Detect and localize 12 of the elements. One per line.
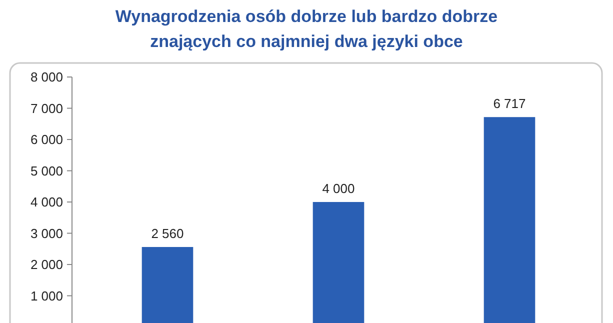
- data-label: 4 000: [322, 181, 355, 196]
- y-tick-label: 3 000: [30, 226, 63, 241]
- y-tick-label: 6 000: [30, 132, 63, 147]
- y-tick-label: 2 000: [30, 257, 63, 272]
- y-tick-label: 5 000: [30, 163, 63, 178]
- data-label: 2 560: [151, 226, 184, 241]
- y-tick-label: 7 000: [30, 100, 63, 116]
- y-tick-label: 1 000: [30, 288, 63, 304]
- y-tick-label: 8 000: [30, 70, 63, 84]
- chart-title: Wynagrodzenia osób dobrze lub bardzo dobrze znających co najmniej dwa języki obce: [115, 7, 498, 51]
- data-label: 6 717: [493, 96, 526, 112]
- y-tick-label: 4 000: [30, 194, 63, 210]
